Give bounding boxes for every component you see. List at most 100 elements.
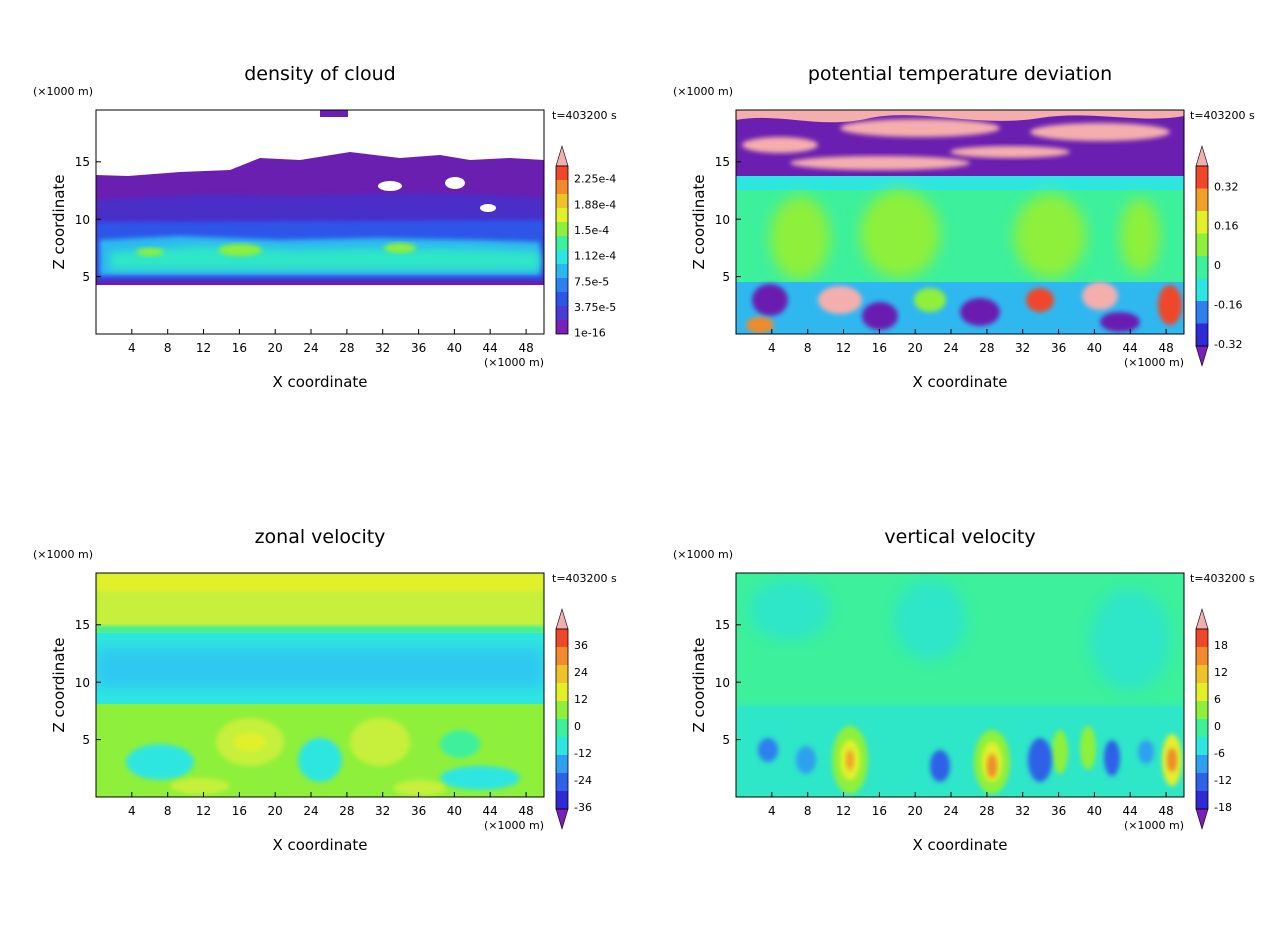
y-tick-label: 10 (75, 676, 90, 690)
x-axis-label: X coordinate (912, 836, 1007, 854)
x-tick-label: 12 (196, 341, 211, 355)
x-unit-label: (×1000 m) (484, 356, 544, 369)
colorbar-label: -24 (574, 774, 592, 787)
colorbar-upper-tip (1195, 607, 1209, 630)
x-tick-label: 36 (411, 341, 426, 355)
colorbar-swatch (556, 250, 568, 264)
x-tick-label: 32 (375, 804, 390, 818)
x-tick-label: 32 (1015, 804, 1030, 818)
colorbar-swatch (556, 320, 568, 334)
colorbar-swatch (556, 208, 568, 222)
time-label: t=403200 s (1190, 109, 1255, 122)
colorbar-swatch (1196, 683, 1208, 701)
colorbar-swatch (556, 306, 568, 320)
colorbar-swatch (1196, 773, 1208, 791)
colorbar-label: -36 (574, 801, 592, 814)
x-tick-label: 28 (339, 804, 354, 818)
colorbar-lower-tip (1195, 345, 1209, 368)
y-tick-label: 15 (75, 618, 90, 632)
colorbar-label: 7.5e-5 (574, 275, 609, 288)
x-axis-label: X coordinate (272, 836, 367, 854)
x-tick-label: 8 (164, 804, 172, 818)
y-tick-label: 5 (722, 270, 730, 284)
x-tick-label: 48 (1158, 341, 1173, 355)
colorbar-frame (555, 628, 569, 810)
x-tick-label: 44 (483, 804, 498, 818)
time-label: t=403200 s (552, 572, 617, 585)
colorbar-label: -12 (574, 747, 592, 760)
x-tick-label: 48 (518, 804, 533, 818)
x-tick-label: 44 (483, 341, 498, 355)
y-axis: 5 10 15 Z coordinate (50, 155, 101, 284)
time-label: t=403200 s (1190, 572, 1255, 585)
x-tick-label: 28 (979, 341, 994, 355)
colorbar-swatch (556, 701, 568, 719)
colorbar-label: 0 (574, 720, 581, 733)
y-axis-label: Z coordinate (50, 637, 68, 732)
x-tick-label: 16 (232, 804, 247, 818)
x-tick-label: 36 (411, 804, 426, 818)
colorbar-swatch (556, 773, 568, 791)
colorbar-swatch (1196, 647, 1208, 665)
colorbar-swatch (556, 791, 568, 809)
colorbar-upper-tip (555, 144, 569, 167)
colorbar-label: 18 (1214, 639, 1228, 652)
colorbar-swatch (556, 737, 568, 755)
x-axis: 4 8 12 16 20 24 28 32 36 40 44 48 (×1000… (768, 329, 1184, 391)
y-tick-label: 15 (715, 618, 730, 632)
colorbar: 36 24 12 0 -12 -24 -36 (555, 607, 592, 831)
colorbar: 18 12 6 0 -6 -12 -18 (1195, 607, 1232, 831)
colorbar-swatch (556, 264, 568, 278)
chart-title: density of cloud (244, 63, 396, 85)
panel-potential-temperature-deviation: potential temperature deviation (×1000 m… (673, 63, 1255, 391)
y-tick-label: 5 (722, 733, 730, 747)
plot-field (735, 109, 1185, 335)
colorbar-label: 3.75e-5 (574, 301, 616, 314)
colorbar-label: 24 (574, 666, 588, 679)
colorbar-swatch (1196, 719, 1208, 737)
colorbar-label: 2.25e-4 (574, 173, 616, 186)
colorbar-label: 6 (1214, 693, 1221, 706)
colorbar-swatch (556, 719, 568, 737)
x-axis: 4 8 12 16 20 24 28 32 36 40 44 48 (×1000… (768, 792, 1184, 854)
colorbar-frame (555, 165, 569, 335)
x-tick-label: 12 (836, 804, 851, 818)
colorbar-swatch (556, 180, 568, 194)
colorbar-swatch (1196, 301, 1208, 324)
y-unit-label: (×1000 m) (673, 548, 733, 561)
colorbar-swatch (556, 665, 568, 683)
colorbar-swatch (1196, 701, 1208, 719)
y-axis-label: Z coordinate (50, 174, 68, 269)
colorbar-label: 0.32 (1214, 180, 1239, 193)
x-unit-label: (×1000 m) (1124, 356, 1184, 369)
y-axis: 5 10 15 Z coordinate (690, 618, 741, 747)
colorbar-label: -0.32 (1214, 338, 1242, 351)
x-tick-label: 44 (1123, 341, 1138, 355)
y-unit-label: (×1000 m) (33, 85, 93, 98)
x-axis-label: X coordinate (272, 373, 367, 391)
colorbar-swatch (1196, 737, 1208, 755)
x-tick-label: 4 (768, 804, 776, 818)
colorbar-label: 12 (574, 693, 588, 706)
x-tick-label: 40 (1087, 341, 1102, 355)
x-tick-label: 40 (1087, 804, 1102, 818)
chart-title: zonal velocity (255, 526, 386, 548)
x-tick-label: 16 (232, 341, 247, 355)
x-tick-label: 28 (339, 341, 354, 355)
colorbar-label: -0.16 (1214, 298, 1242, 311)
x-axis-label: X coordinate (912, 373, 1007, 391)
y-tick-label: 10 (715, 213, 730, 227)
colorbar-label: 1.5e-4 (574, 224, 609, 237)
x-tick-label: 28 (979, 804, 994, 818)
plot-field (735, 572, 1185, 798)
time-label: t=403200 s (552, 109, 617, 122)
colorbar-label: 0 (1214, 259, 1221, 272)
y-axis-label: Z coordinate (690, 637, 708, 732)
x-tick-label: 48 (518, 341, 533, 355)
colorbar-upper-tip (555, 607, 569, 630)
colorbar-label: 1e-16 (574, 327, 606, 340)
colorbar-label: 36 (574, 639, 588, 652)
colorbar-label: -12 (1214, 774, 1232, 787)
colorbar-upper-tip (1195, 144, 1209, 167)
x-tick-label: 40 (447, 804, 462, 818)
